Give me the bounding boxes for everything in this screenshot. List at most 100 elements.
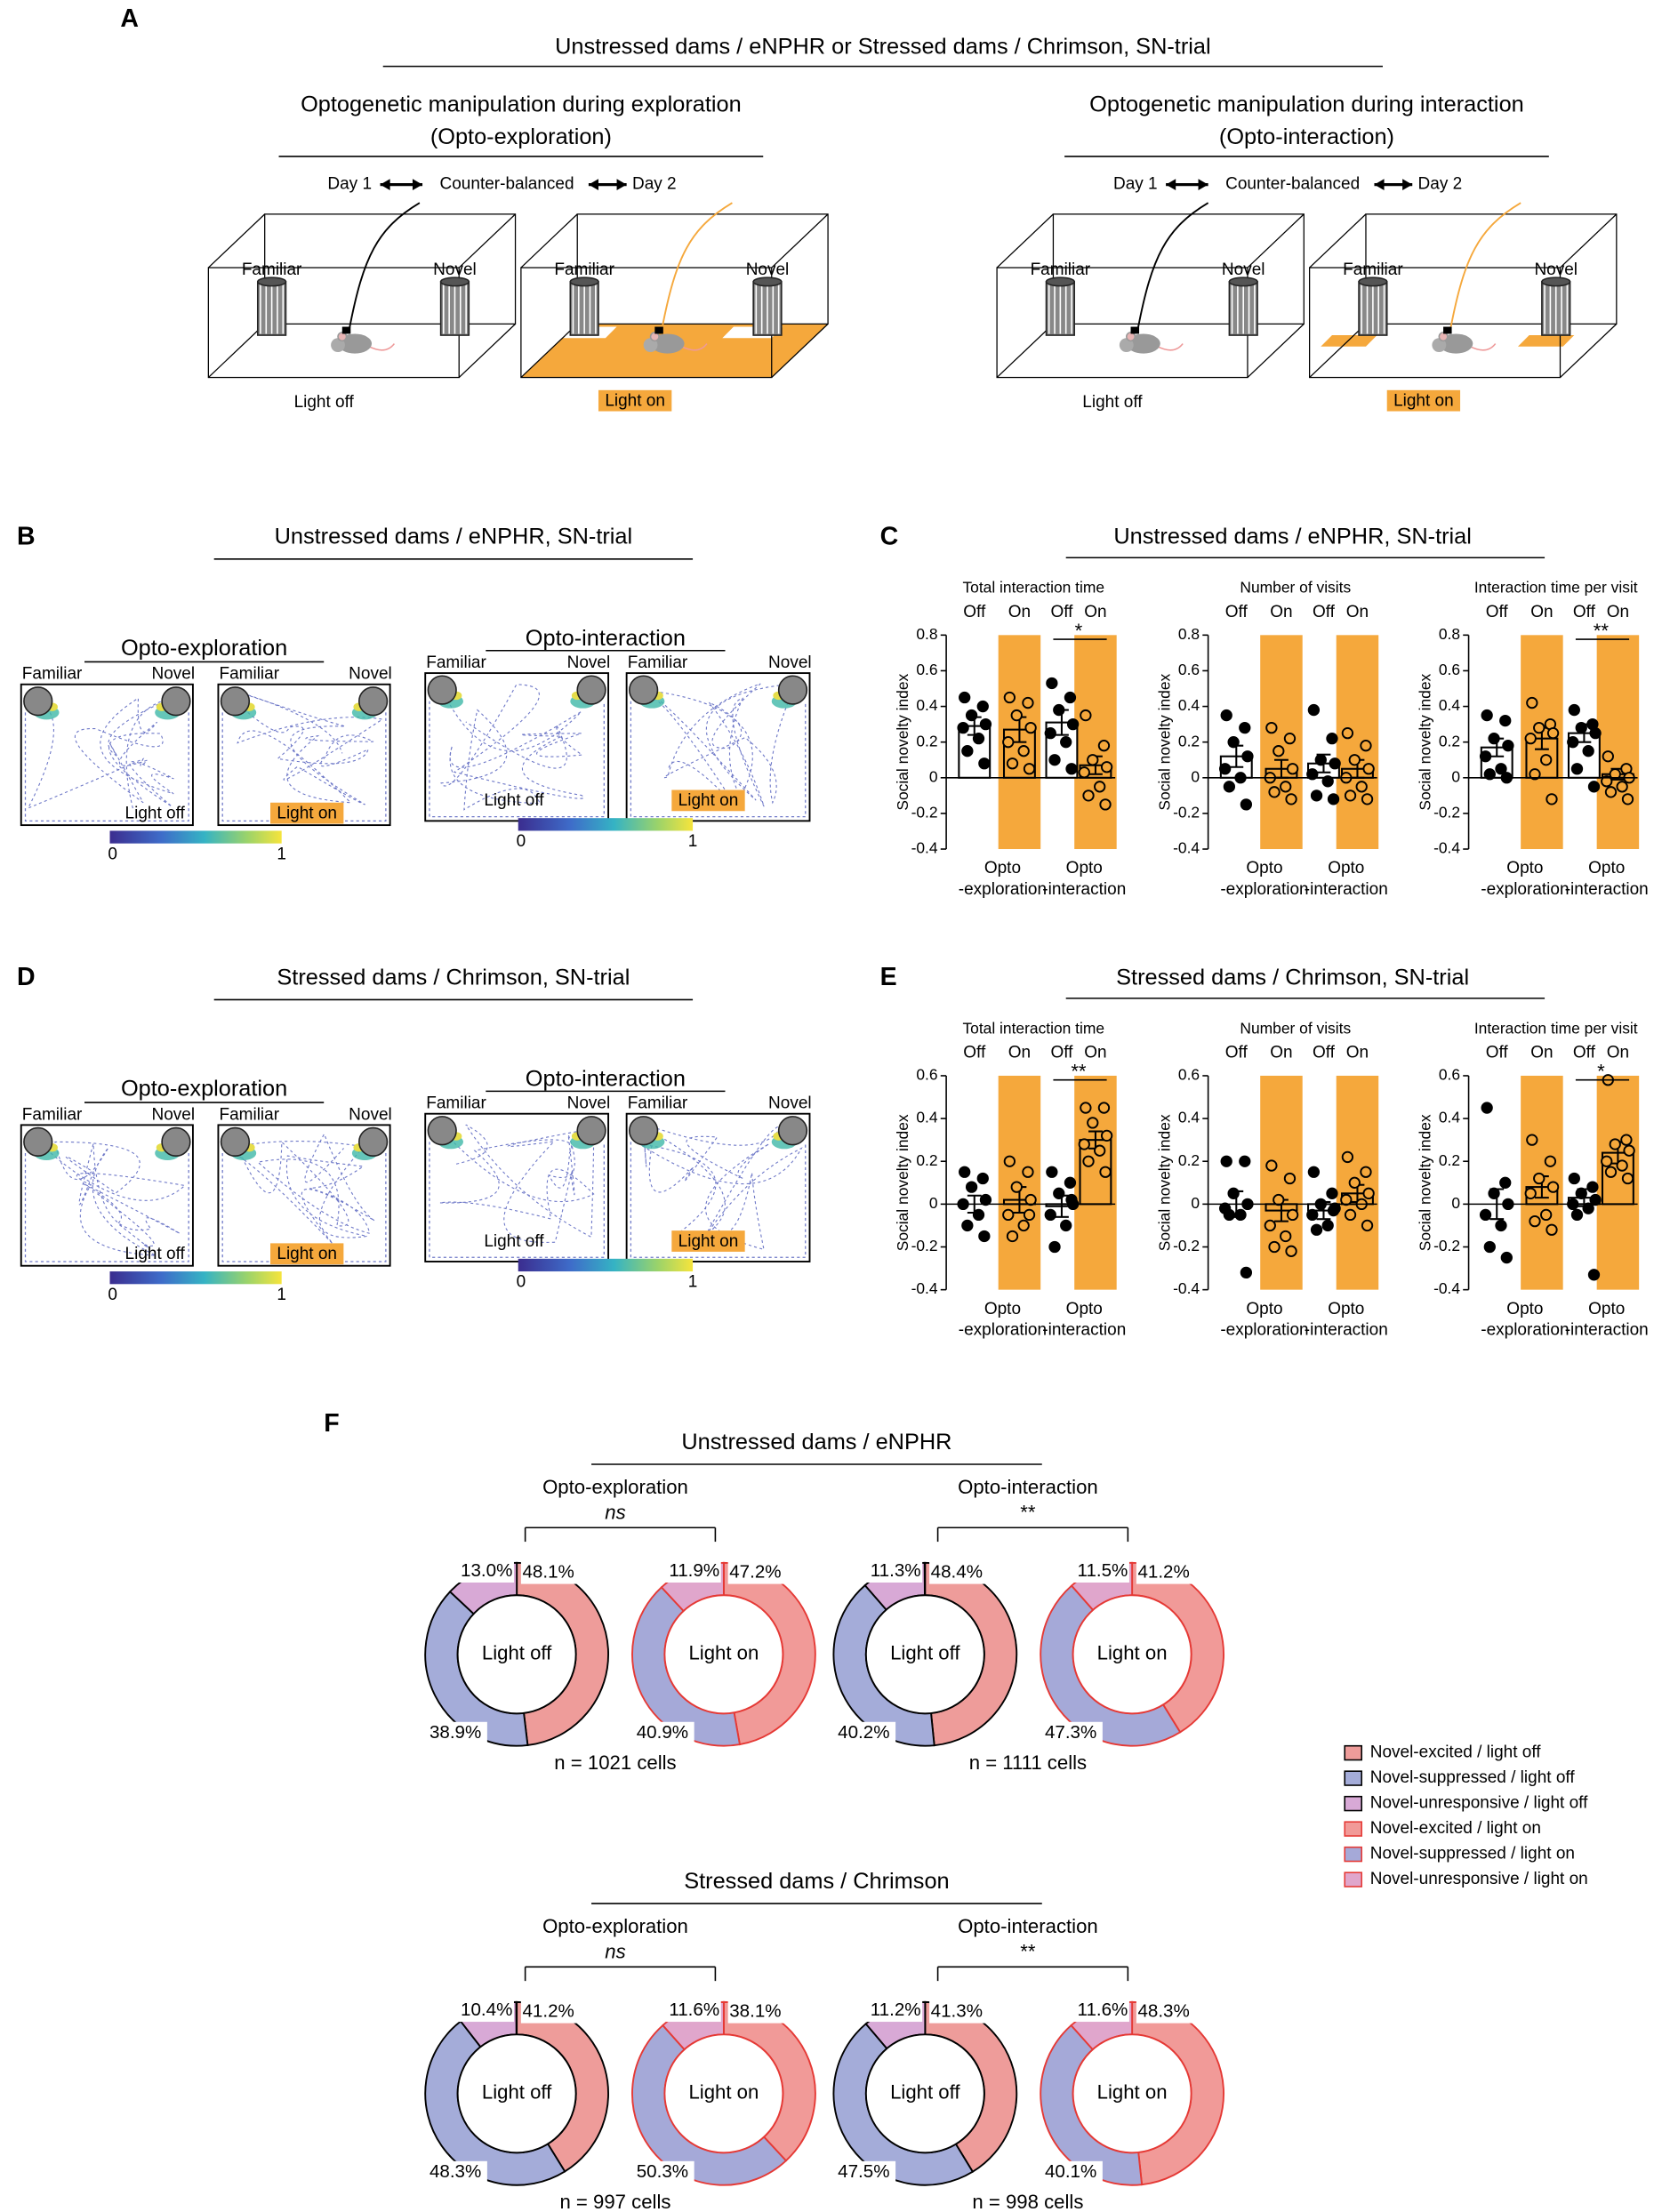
legend-label: On [1270, 603, 1292, 621]
colorbar-tick-label: 1 [277, 1286, 286, 1304]
data-point [1344, 789, 1357, 802]
sig-label: * [1075, 620, 1083, 642]
condition-title: Opto-interaction [526, 1066, 686, 1091]
cable [1449, 202, 1521, 330]
light-on-box [1386, 389, 1461, 412]
cup [161, 686, 191, 717]
data-point [1227, 736, 1240, 749]
legend-label: Off [1313, 1044, 1336, 1062]
light-band [1596, 635, 1640, 850]
label-bg [1136, 2000, 1196, 2024]
donut-value-label: 38.9% [430, 1722, 481, 1743]
data-point [1286, 1208, 1299, 1222]
arrow-head [616, 179, 627, 190]
light-off-label: Light off [125, 1245, 186, 1263]
y-tick-label: 0.8 [1178, 625, 1200, 643]
data-point [1481, 1102, 1493, 1114]
novel-label: Novel [349, 1105, 392, 1124]
label-bg [1136, 1561, 1196, 1584]
y-tick-label: 0 [1451, 767, 1460, 785]
data-point [1344, 1208, 1357, 1222]
data-point [1265, 1159, 1278, 1172]
cable [661, 202, 733, 330]
data-point [1048, 1240, 1061, 1254]
cup [220, 1126, 251, 1158]
x-group-label: -interaction [1042, 1321, 1126, 1340]
box-edge [1560, 213, 1618, 268]
donut-center-label: Light off [482, 2081, 552, 2104]
data-point [1283, 1172, 1297, 1185]
donut-center-label: Light on [1097, 2081, 1168, 2104]
y-axis-label: Social novelty index [1156, 673, 1174, 810]
donut-hole [864, 2033, 985, 2154]
data-point [1570, 1208, 1584, 1222]
data-point [1024, 721, 1037, 734]
chart-title: Total interaction time [962, 1019, 1104, 1037]
legend-label: On [1346, 1044, 1369, 1062]
data-point [1601, 775, 1613, 788]
y-tick-label: 0.2 [1178, 1151, 1200, 1169]
data-point [1053, 703, 1065, 717]
data-point [1582, 745, 1594, 757]
donut-value-label: 11.6% [1078, 2000, 1128, 2020]
legend-label: Novel-unresponsive / light on [1370, 1870, 1588, 1888]
data-point [1006, 1230, 1019, 1243]
x-group-label: Opto [1506, 859, 1543, 878]
balance-label: Counter-balanced [440, 175, 574, 194]
familiar-label: Familiar [628, 1094, 688, 1113]
data-point [1529, 1214, 1541, 1228]
data-point [1526, 1134, 1538, 1146]
y-tick-label: 0.6 [1439, 1066, 1460, 1084]
box-back [576, 213, 829, 325]
chart-title: Interaction time per visit [1474, 1019, 1638, 1037]
data-point [1044, 1208, 1056, 1222]
data-point [1044, 726, 1056, 740]
condition-title: Opto-exploration [121, 636, 287, 661]
label-bg [836, 1721, 896, 1745]
data-point [1307, 1166, 1321, 1178]
x-group-label: -exploration [1220, 1321, 1308, 1340]
data-point [1587, 1269, 1601, 1281]
y-tick-label: 0 [1191, 1194, 1200, 1212]
light-on-box [671, 789, 745, 812]
data-point [1327, 1204, 1340, 1217]
data-point [961, 745, 974, 757]
light-on-label: Light on [678, 791, 739, 810]
box-back [1365, 213, 1618, 325]
data-point [1023, 763, 1036, 775]
cup [357, 686, 389, 717]
data-point [1568, 703, 1580, 717]
y-tick-label: 0.2 [1178, 732, 1200, 749]
data-point [1087, 1117, 1099, 1129]
data-point [1017, 1219, 1030, 1232]
box-edge [520, 323, 578, 379]
y-tick-label: 0.6 [916, 1066, 937, 1084]
implant [341, 326, 351, 334]
data-point [1273, 1193, 1285, 1206]
x-group-label: -exploration [1481, 880, 1569, 899]
novel-label: Novel [567, 653, 611, 672]
novel-label: Novel [151, 1105, 195, 1124]
box-edge [996, 213, 1054, 268]
y-axis-label: Social novelty index [1417, 673, 1434, 810]
label-bg [520, 1561, 581, 1584]
data-point [1616, 781, 1628, 793]
data-point [1481, 709, 1493, 722]
donut-center-label: Light on [688, 2081, 759, 2104]
donut-value-label: 40.1% [1045, 2161, 1096, 2182]
y-tick-label: 0.6 [1439, 661, 1460, 678]
data-point [1273, 745, 1285, 757]
data-point [1621, 793, 1634, 805]
data-point [1268, 1240, 1281, 1254]
legend-label: Off [1486, 603, 1509, 621]
data-point [1488, 733, 1500, 745]
light-off-label: Light off [294, 393, 355, 412]
data-point [1280, 781, 1292, 793]
novel-label: Novel [433, 260, 477, 279]
donut-value-label: 48.4% [931, 1561, 983, 1582]
data-point [1601, 1155, 1613, 1167]
arrow-head [412, 179, 423, 190]
comparison-label: Opto-interaction [958, 1915, 1098, 1937]
data-point [979, 1193, 992, 1206]
data-point [1022, 696, 1034, 709]
